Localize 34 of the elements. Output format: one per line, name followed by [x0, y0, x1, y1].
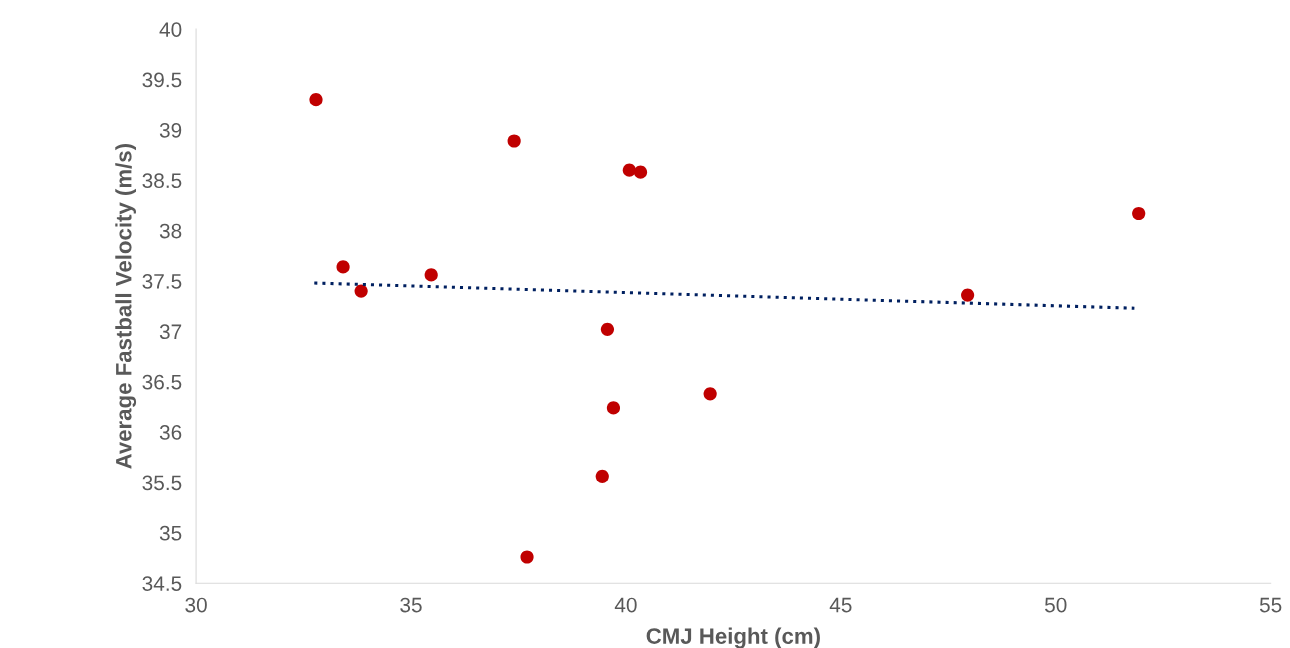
y-tick-label: 37 — [159, 324, 182, 340]
point — [600, 322, 615, 336]
point — [633, 165, 648, 179]
point — [354, 284, 368, 298]
point — [606, 401, 621, 415]
x-axis-title: CMJ Height (cm) — [646, 627, 820, 648]
y-tick-label: 39.5 — [142, 72, 182, 88]
point — [961, 288, 975, 302]
point — [520, 550, 534, 564]
x-tick-label: 50 — [1044, 597, 1067, 613]
point — [507, 134, 521, 148]
y-tick-label: 35 — [159, 525, 182, 541]
y-tick-label: 38.5 — [142, 173, 182, 189]
point — [622, 163, 636, 177]
point — [703, 387, 717, 401]
x-tick-label: 35 — [400, 597, 422, 613]
point — [336, 260, 350, 274]
y-tick-label: 40 — [159, 22, 182, 37]
y-tick-label: 35.5 — [142, 475, 182, 491]
x-tick-label: 30 — [185, 597, 207, 613]
y-tick-label: 36.5 — [142, 374, 182, 390]
y-axis-title: Average Fastball Velocity (m/s) — [115, 144, 137, 469]
y-tick-label: 37.5 — [142, 274, 182, 289]
x-tick-label: 45 — [829, 597, 852, 613]
point — [595, 469, 609, 484]
point — [309, 93, 323, 107]
y-tick-label: 39 — [159, 122, 182, 138]
y-tick-label: 38 — [159, 223, 182, 239]
point — [424, 268, 438, 282]
y-tick-label: 34.5 — [142, 576, 182, 591]
point — [1132, 206, 1146, 221]
x-tick-label: 40 — [614, 597, 637, 613]
x-tick-label: 55 — [1259, 597, 1282, 613]
y-tick-label: 36 — [159, 425, 182, 440]
